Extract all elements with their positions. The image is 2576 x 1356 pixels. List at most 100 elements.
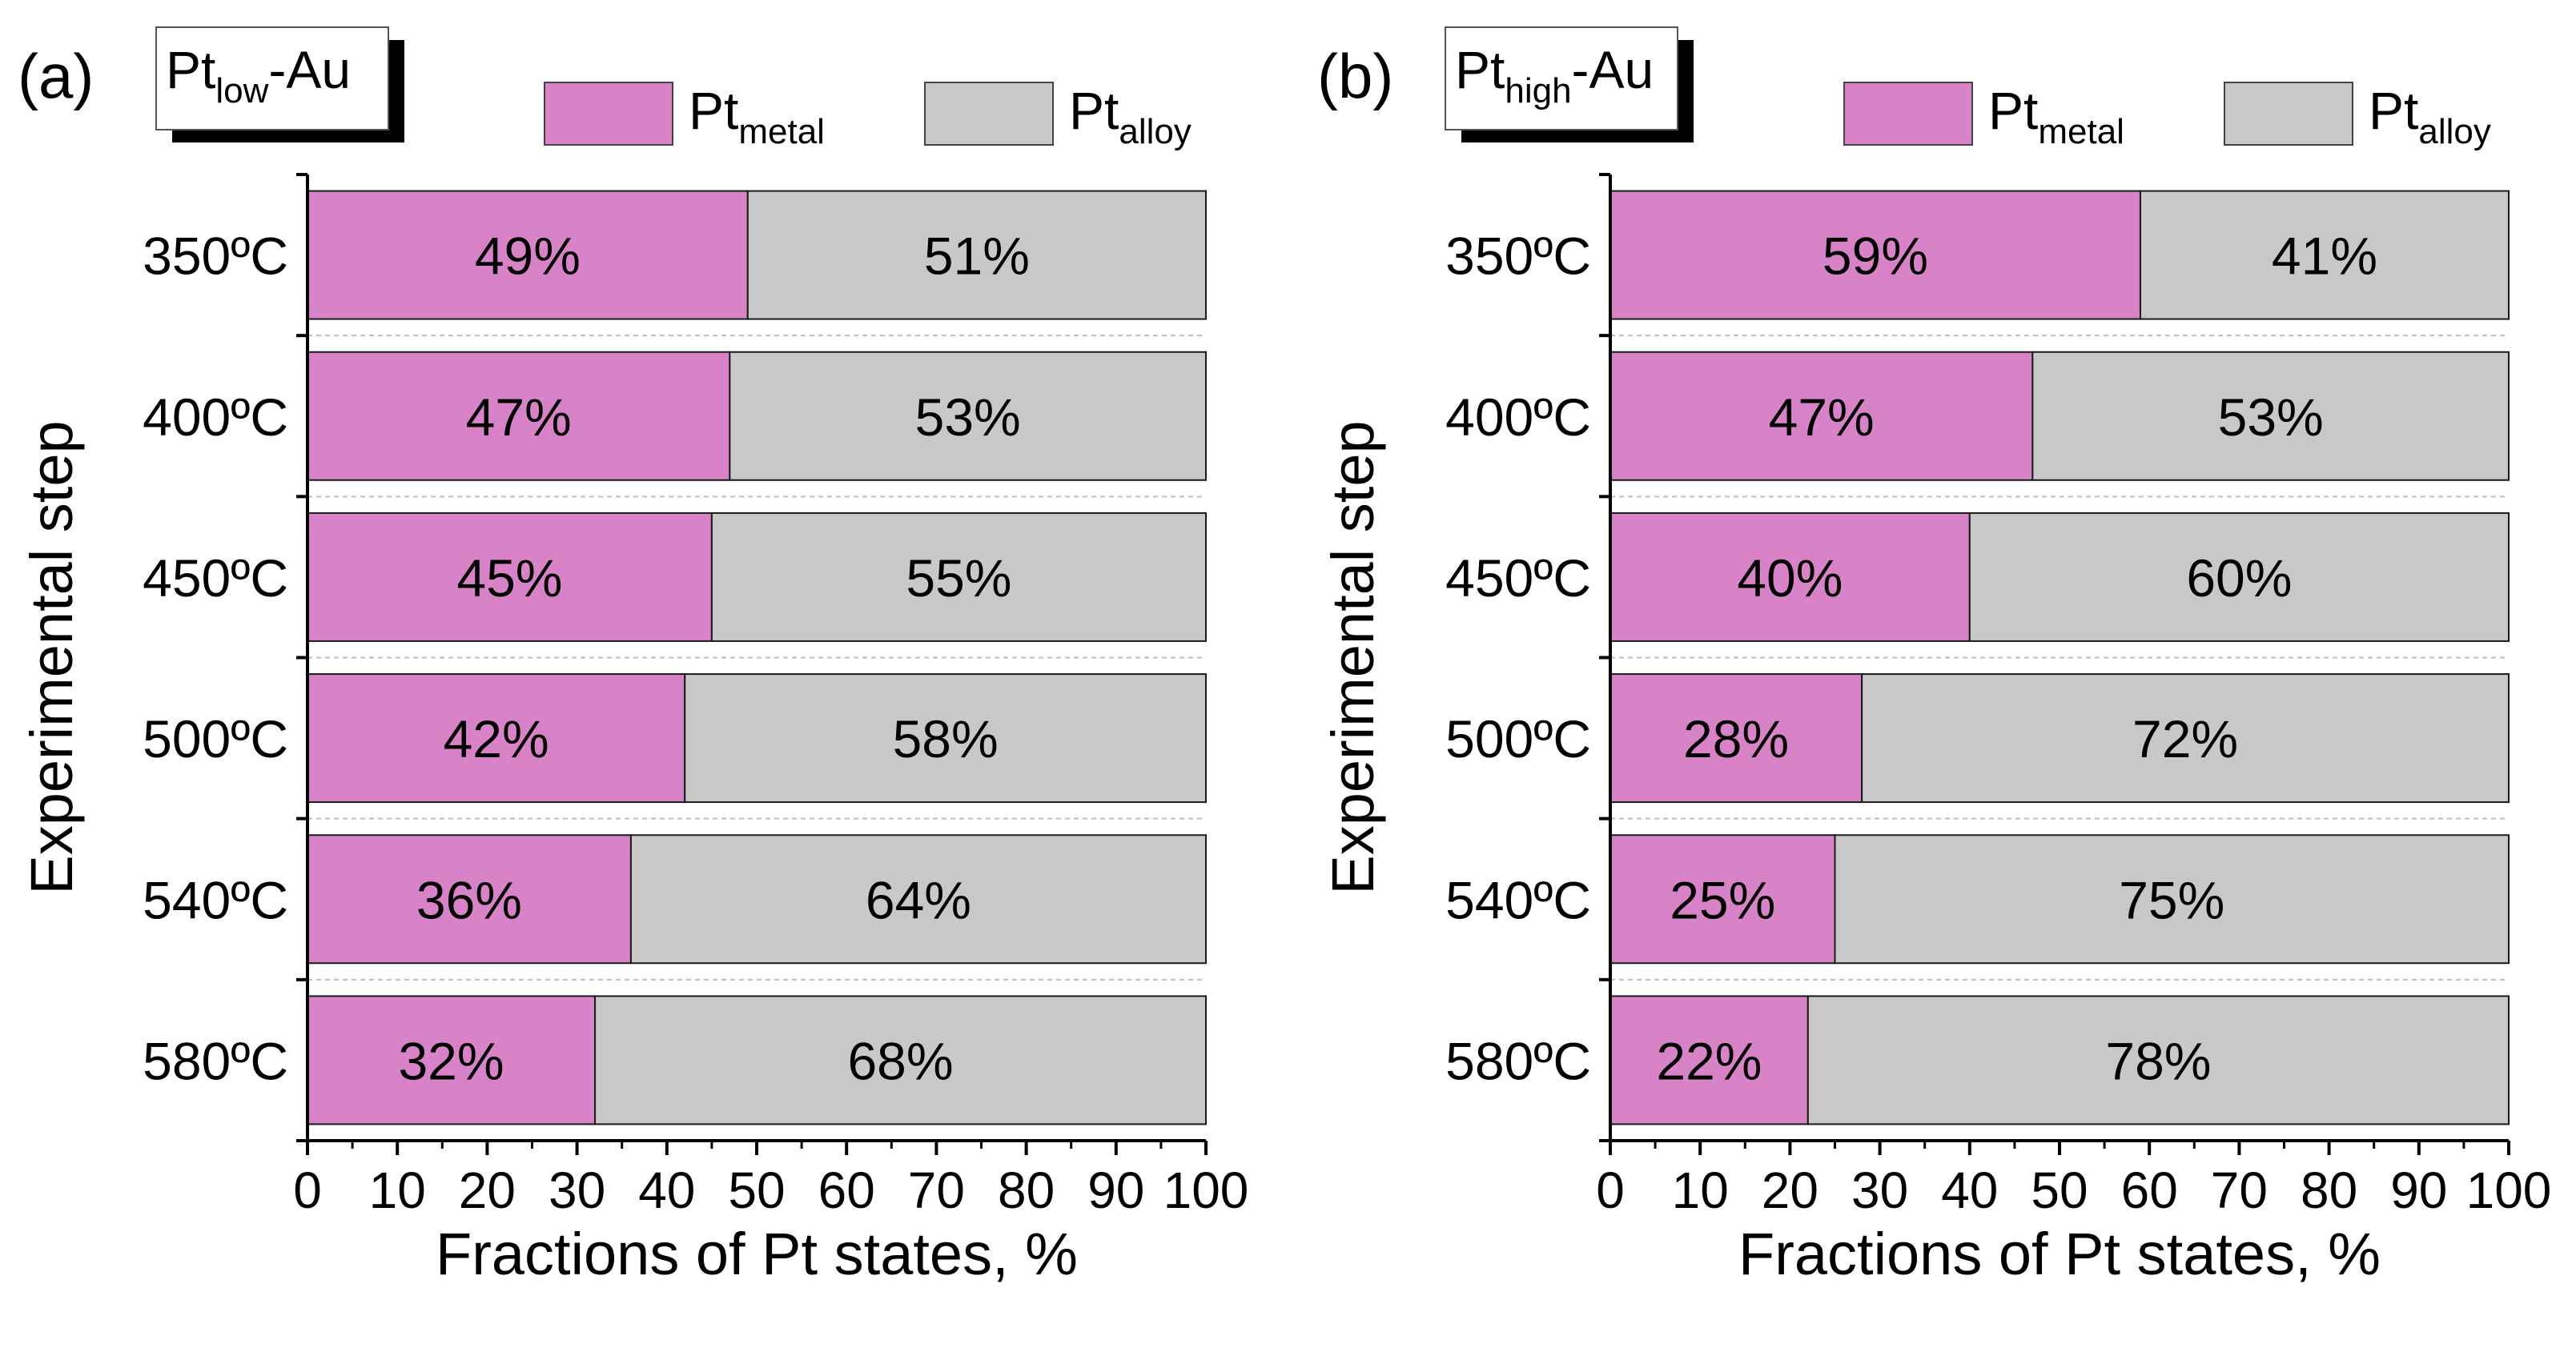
legend-label-alloy-base: Pt xyxy=(1069,81,1119,140)
bar-value-label: 28% xyxy=(1683,709,1789,768)
legend-label-alloy-sub: alloy xyxy=(1119,112,1192,151)
x-tick-label: 80 xyxy=(998,1161,1055,1219)
x-tick-label: 100 xyxy=(2466,1161,2552,1219)
sample-title-suffix: -Au xyxy=(1572,40,1654,99)
bar-value-label: 25% xyxy=(1670,870,1775,929)
x-tick-label: 30 xyxy=(549,1161,605,1219)
bar-alloy xyxy=(2031,351,2510,481)
bar-alloy xyxy=(1806,995,2510,1125)
title-box xyxy=(155,26,389,130)
category-label: 350ºC xyxy=(143,227,288,286)
bar-value-label: 49% xyxy=(475,227,581,286)
x-axis-title: Fractions of Pt states, % xyxy=(1738,1221,2381,1287)
sample-title-sub: low xyxy=(215,71,268,110)
bar-value-label: 53% xyxy=(2218,387,2324,447)
category-label: 500ºC xyxy=(1445,709,1591,768)
x-tick-label: 90 xyxy=(1087,1161,1144,1219)
bar-value-label: 41% xyxy=(2272,227,2377,286)
bar-metal xyxy=(1609,351,2034,481)
y-axis-title: Experimental step xyxy=(1320,420,1386,894)
bar-metal xyxy=(1609,190,2141,320)
bar-metal xyxy=(307,834,632,965)
bar-value-label: 68% xyxy=(847,1031,953,1090)
bar-value-label: 53% xyxy=(915,387,1021,447)
category-label: 500ºC xyxy=(143,709,288,768)
legend-label-metal-base: Pt xyxy=(689,81,738,140)
bar-value-label: 64% xyxy=(866,870,971,929)
x-tick-label: 10 xyxy=(1672,1161,1729,1219)
y-axis-title: Experimental step xyxy=(18,420,85,894)
x-tick-label: 70 xyxy=(908,1161,965,1219)
category-label: 350ºC xyxy=(1445,227,1591,286)
bar-alloy xyxy=(1968,512,2510,642)
bar-value-label: 22% xyxy=(1656,1031,1762,1090)
category-label: 580ºC xyxy=(143,1031,288,1090)
legend-swatch-alloy xyxy=(2224,82,2353,146)
bar-alloy xyxy=(629,834,1207,965)
sample-title: Pthigh-Au xyxy=(1455,40,1654,110)
x-tick-label: 70 xyxy=(2211,1161,2268,1219)
bar-alloy xyxy=(746,190,1207,320)
bar-alloy xyxy=(684,673,1207,804)
bar-metal xyxy=(307,512,713,642)
x-tick-label: 100 xyxy=(1163,1161,1249,1219)
sample-title-sub: high xyxy=(1505,71,1571,110)
x-tick-label: 80 xyxy=(2301,1161,2357,1219)
bar-value-label: 45% xyxy=(456,548,562,608)
title-box xyxy=(1445,26,1678,130)
x-tick-label: 10 xyxy=(369,1161,426,1219)
category-label: 540ºC xyxy=(1445,870,1591,929)
legend-label-metal-sub: metal xyxy=(2038,112,2124,151)
legend-label-metal-sub: metal xyxy=(738,112,825,151)
bar-metal xyxy=(1609,512,1971,642)
bar-value-label: 72% xyxy=(2132,709,2238,768)
legend-label-metal: Ptmetal xyxy=(689,81,825,151)
x-tick-label: 40 xyxy=(638,1161,695,1219)
legend-label-metal-base: Pt xyxy=(1988,81,2038,140)
legend-label-alloy-sub: alloy xyxy=(2418,112,2491,151)
x-tick-label: 60 xyxy=(2121,1161,2178,1219)
x-tick-label: 0 xyxy=(1596,1161,1625,1219)
x-axis-title: Fractions of Pt states, % xyxy=(436,1221,1078,1287)
legend-label-metal: Ptmetal xyxy=(1988,81,2124,151)
bar-value-label: 40% xyxy=(1737,548,1843,608)
category-label: 450ºC xyxy=(1445,548,1591,608)
bar-alloy xyxy=(1834,834,2510,965)
bar-value-label: 78% xyxy=(2105,1031,2211,1090)
bar-value-label: 55% xyxy=(906,548,1011,608)
category-label: 400ºC xyxy=(1445,387,1591,447)
bar-alloy xyxy=(710,512,1207,642)
bar-alloy xyxy=(729,351,1207,481)
panel-label: (a) xyxy=(18,41,94,111)
bar-value-label: 47% xyxy=(1769,387,1875,447)
x-tick-label: 20 xyxy=(459,1161,516,1219)
category-label: 580ºC xyxy=(1445,1031,1591,1090)
x-tick-label: 60 xyxy=(818,1161,875,1219)
bar-alloy xyxy=(1861,673,2510,804)
sample-title-base: Pt xyxy=(1455,40,1505,99)
bar-value-label: 32% xyxy=(398,1031,504,1090)
bar-metal xyxy=(307,351,731,481)
category-label: 450ºC xyxy=(143,548,288,608)
bar-value-label: 60% xyxy=(2186,548,2292,608)
bar-value-label: 59% xyxy=(1822,227,1928,286)
bar-metal xyxy=(1609,673,1863,804)
bar-alloy xyxy=(594,995,1207,1125)
legend-label-alloy: Ptalloy xyxy=(1069,81,1192,151)
bar-value-label: 42% xyxy=(444,709,549,768)
bar-value-label: 58% xyxy=(893,709,999,768)
category-label: 400ºC xyxy=(143,387,288,447)
bar-metal xyxy=(1609,834,1836,965)
x-tick-label: 0 xyxy=(293,1161,322,1219)
sample-title-suffix: -Au xyxy=(268,40,351,99)
x-tick-label: 20 xyxy=(1762,1161,1818,1219)
legend-label-alloy: Ptalloy xyxy=(2369,81,2491,151)
x-tick-label: 90 xyxy=(2390,1161,2447,1219)
bar-value-label: 75% xyxy=(2119,870,2224,929)
legend-swatch-alloy xyxy=(924,82,1054,146)
legend-swatch-metal xyxy=(1843,82,1973,146)
